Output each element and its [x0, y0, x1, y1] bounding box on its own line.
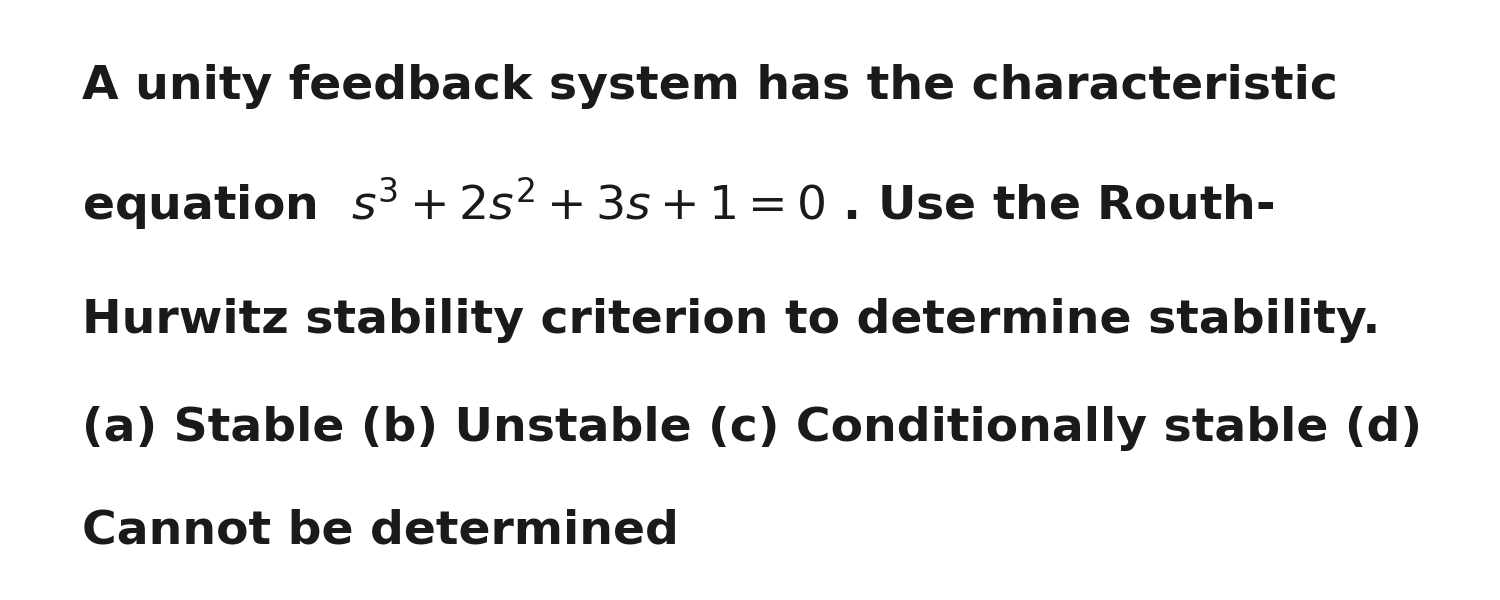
- Text: Cannot be determined: Cannot be determined: [82, 508, 680, 553]
- Text: (a) Stable (b) Unstable (c) Conditionally stable (d): (a) Stable (b) Unstable (c) Conditionall…: [82, 406, 1422, 451]
- Text: equation  $\mathit{s}^3 + 2\mathit{s}^2 + 3\mathit{s} + 1 = 0$ . Use the Routh-: equation $\mathit{s}^3 + 2\mathit{s}^2 +…: [82, 175, 1275, 232]
- Text: A unity feedback system has the characteristic: A unity feedback system has the characte…: [82, 64, 1338, 109]
- Text: Hurwitz stability criterion to determine stability.: Hurwitz stability criterion to determine…: [82, 298, 1382, 343]
